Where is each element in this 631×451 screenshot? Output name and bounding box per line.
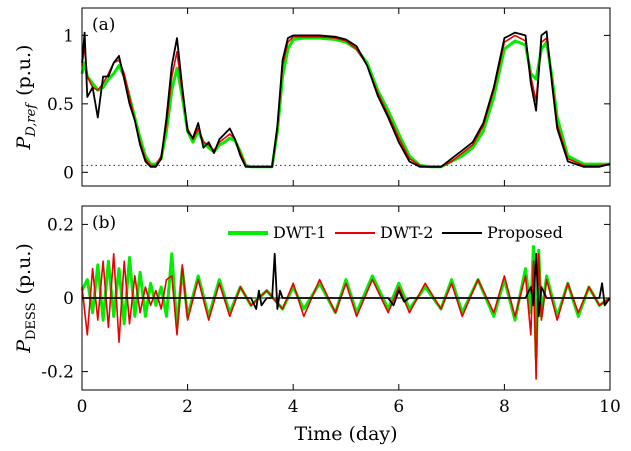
panel-b-x-tick-label: 8 xyxy=(499,397,510,417)
panel-a-y-axis-label: PD,ref (p.u.) xyxy=(13,45,39,151)
panel-b-x-tick-label: 2 xyxy=(182,397,193,417)
panel-b-x-tick-label: 4 xyxy=(288,397,299,417)
legend-label-dwt-2: DWT-2 xyxy=(380,223,433,242)
panel-a-series-series-3 xyxy=(81,30,611,168)
panel-b-series-proposed xyxy=(82,252,611,318)
panel-b: -0.200.2 0 2 4 6 8 10 (b) PDESS(p.u.) Time (d… xyxy=(13,205,621,445)
panel-b-y-axis-label-sub: DESS xyxy=(24,303,39,341)
panel-a-y-tick-label: 1 xyxy=(63,26,74,46)
panel-b-y-axis-label-main: P xyxy=(13,339,35,354)
panel-a-tag: (a) xyxy=(92,15,115,35)
panel-b-series-layer xyxy=(80,245,611,380)
panel-b-tag: (b) xyxy=(92,213,116,233)
panel-b-y-tick-label: 0 xyxy=(63,289,74,309)
panel-a-y-axis-label-unit: (p.u.) xyxy=(13,45,35,96)
panel-a-axes-frame xyxy=(81,7,611,187)
panel-b-x-tick-label: 10 xyxy=(599,397,621,417)
panel-b-y-tick-label: -0.2 xyxy=(41,363,74,383)
panel-a-y-tick-label: 0.5 xyxy=(47,95,74,115)
panel-b-y-axis-label: PDESS (p.u.) xyxy=(13,243,39,354)
panel-b-ticks xyxy=(81,206,611,390)
panel-b-legend: DWT-1 DWT-2 Proposed xyxy=(228,223,563,242)
panel-b-x-tick-labels: 0 2 4 6 8 10 xyxy=(77,397,621,417)
panel-a: 00.51 (a) PD,ref(p.u.) xyxy=(13,7,611,187)
panel-b-y-tick-labels: -0.2 0 0.2 xyxy=(41,215,74,382)
panel-b-x-tick-label: 0 xyxy=(77,397,88,417)
panel-a-series-layer xyxy=(80,30,611,169)
legend-label-dwt-1: DWT-1 xyxy=(273,223,326,242)
panel-a-y-axis-label-sub: D,ref xyxy=(24,102,39,138)
panel-b-y-axis-label-unit: (p.u.) xyxy=(13,243,35,294)
panel-b-x-tick-label: 6 xyxy=(393,397,404,417)
panel-a-ticks xyxy=(81,8,611,186)
panel-a-y-tick-labels: 00.51 xyxy=(47,26,74,183)
panel-a-y-axis-label-main: P xyxy=(13,135,35,150)
legend-label-proposed: Proposed xyxy=(487,223,563,242)
panel-a-y-tick-label: 0 xyxy=(63,163,74,183)
panel-b-x-axis-label: Time (day) xyxy=(294,423,397,445)
panel-b-y-tick-label: 0.2 xyxy=(47,215,74,235)
